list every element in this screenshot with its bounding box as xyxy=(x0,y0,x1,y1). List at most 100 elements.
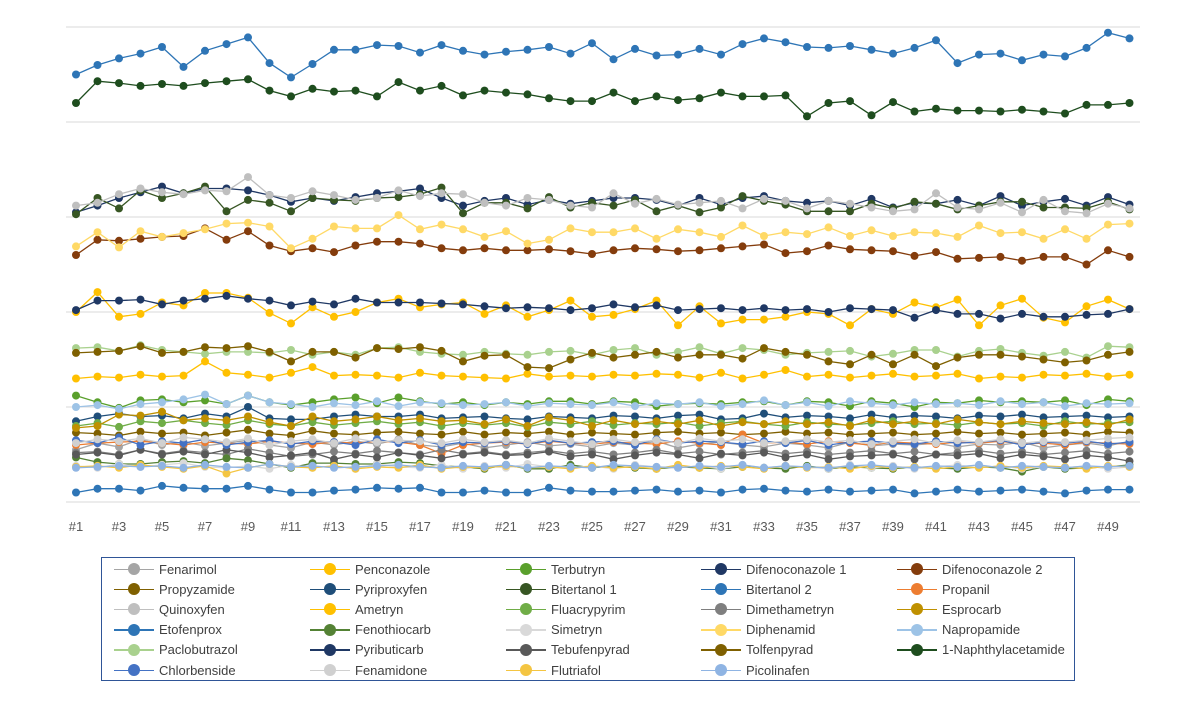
data-point xyxy=(287,244,295,253)
data-point xyxy=(308,187,317,196)
data-point xyxy=(846,452,854,461)
data-point xyxy=(351,441,360,449)
data-point xyxy=(244,218,252,227)
data-point xyxy=(953,232,962,241)
data-point xyxy=(265,485,274,494)
legend-item: Bitertanol 1 xyxy=(506,579,617,599)
x-tick-label: #3 xyxy=(112,519,126,534)
data-point xyxy=(609,353,618,362)
data-point xyxy=(351,485,360,494)
data-point xyxy=(179,463,188,472)
data-point xyxy=(652,428,661,437)
data-point xyxy=(179,371,188,380)
data-point xyxy=(459,190,467,199)
data-point xyxy=(996,49,1005,58)
data-point xyxy=(179,395,188,404)
data-point xyxy=(1125,447,1134,456)
data-point xyxy=(781,228,790,237)
data-point xyxy=(588,428,596,437)
data-point xyxy=(824,463,833,472)
data-point xyxy=(287,400,295,409)
data-point xyxy=(803,420,811,429)
data-point xyxy=(867,416,876,425)
data-point xyxy=(846,207,854,216)
legend-item: Pyributicarb xyxy=(310,640,424,660)
data-point xyxy=(1061,402,1069,411)
data-point xyxy=(975,309,983,318)
data-point xyxy=(351,415,360,424)
data-point xyxy=(545,43,553,51)
data-point xyxy=(136,427,145,436)
data-point xyxy=(609,435,618,444)
data-point xyxy=(846,397,854,406)
data-point xyxy=(932,104,940,113)
data-point xyxy=(1018,256,1026,265)
data-point xyxy=(695,416,704,425)
data-point xyxy=(824,357,833,366)
data-point xyxy=(287,415,295,424)
data-point xyxy=(115,461,123,470)
data-point xyxy=(201,294,209,303)
data-point xyxy=(695,422,704,430)
legend-item: 1-Naphthylacetamide xyxy=(897,640,1065,660)
data-point xyxy=(889,420,897,429)
data-point xyxy=(330,439,338,448)
data-point xyxy=(93,412,102,421)
data-point xyxy=(437,439,446,448)
data-point xyxy=(846,199,854,208)
x-tick-label: #13 xyxy=(323,519,345,534)
data-point xyxy=(459,416,467,425)
data-point xyxy=(545,434,553,443)
data-point xyxy=(953,353,962,362)
data-point xyxy=(1082,430,1091,439)
data-point xyxy=(330,300,338,309)
legend-item: Esprocarb xyxy=(897,599,1001,619)
data-point xyxy=(953,369,962,378)
data-point xyxy=(158,461,166,470)
legend-marker-icon xyxy=(701,563,741,575)
data-point xyxy=(351,450,360,459)
data-point xyxy=(910,411,919,420)
data-point xyxy=(588,401,596,410)
data-point xyxy=(910,489,919,498)
x-tick-label: #37 xyxy=(839,519,861,534)
data-point xyxy=(545,347,553,356)
data-point xyxy=(93,228,102,237)
data-point xyxy=(803,305,811,314)
data-point xyxy=(932,229,940,238)
data-point xyxy=(631,486,639,495)
data-point xyxy=(265,222,274,231)
data-point xyxy=(631,244,639,253)
data-point xyxy=(1104,28,1112,37)
legend-marker-icon xyxy=(701,623,741,636)
data-point xyxy=(136,486,145,495)
data-point xyxy=(910,43,919,52)
data-point xyxy=(373,92,381,101)
legend-marker-icon xyxy=(310,603,350,616)
data-point xyxy=(588,450,596,459)
legend-label: 1-Naphthylacetamide xyxy=(942,642,1065,658)
data-point xyxy=(480,232,489,241)
legend-label: Bitertanol 2 xyxy=(746,581,812,597)
data-point xyxy=(158,348,166,357)
data-point xyxy=(867,203,876,212)
data-point xyxy=(996,435,1005,444)
data-point xyxy=(222,77,231,86)
legend-label: Ametryn xyxy=(355,601,404,617)
data-point xyxy=(566,49,575,58)
data-point xyxy=(222,454,231,463)
legend-marker-icon xyxy=(897,603,937,616)
data-point xyxy=(1061,489,1069,498)
data-point xyxy=(308,403,317,411)
data-point xyxy=(1082,451,1091,460)
legend-label: Fenarimol xyxy=(159,561,217,577)
legend-label: Paclobutrazol xyxy=(159,642,238,658)
data-point xyxy=(674,400,682,409)
legend-marker-icon xyxy=(310,664,350,676)
data-point xyxy=(910,463,919,472)
data-point xyxy=(631,199,639,208)
data-point xyxy=(717,304,725,313)
data-point xyxy=(222,219,231,228)
data-point xyxy=(287,346,295,354)
legend-label: Picolinafen xyxy=(746,662,810,678)
